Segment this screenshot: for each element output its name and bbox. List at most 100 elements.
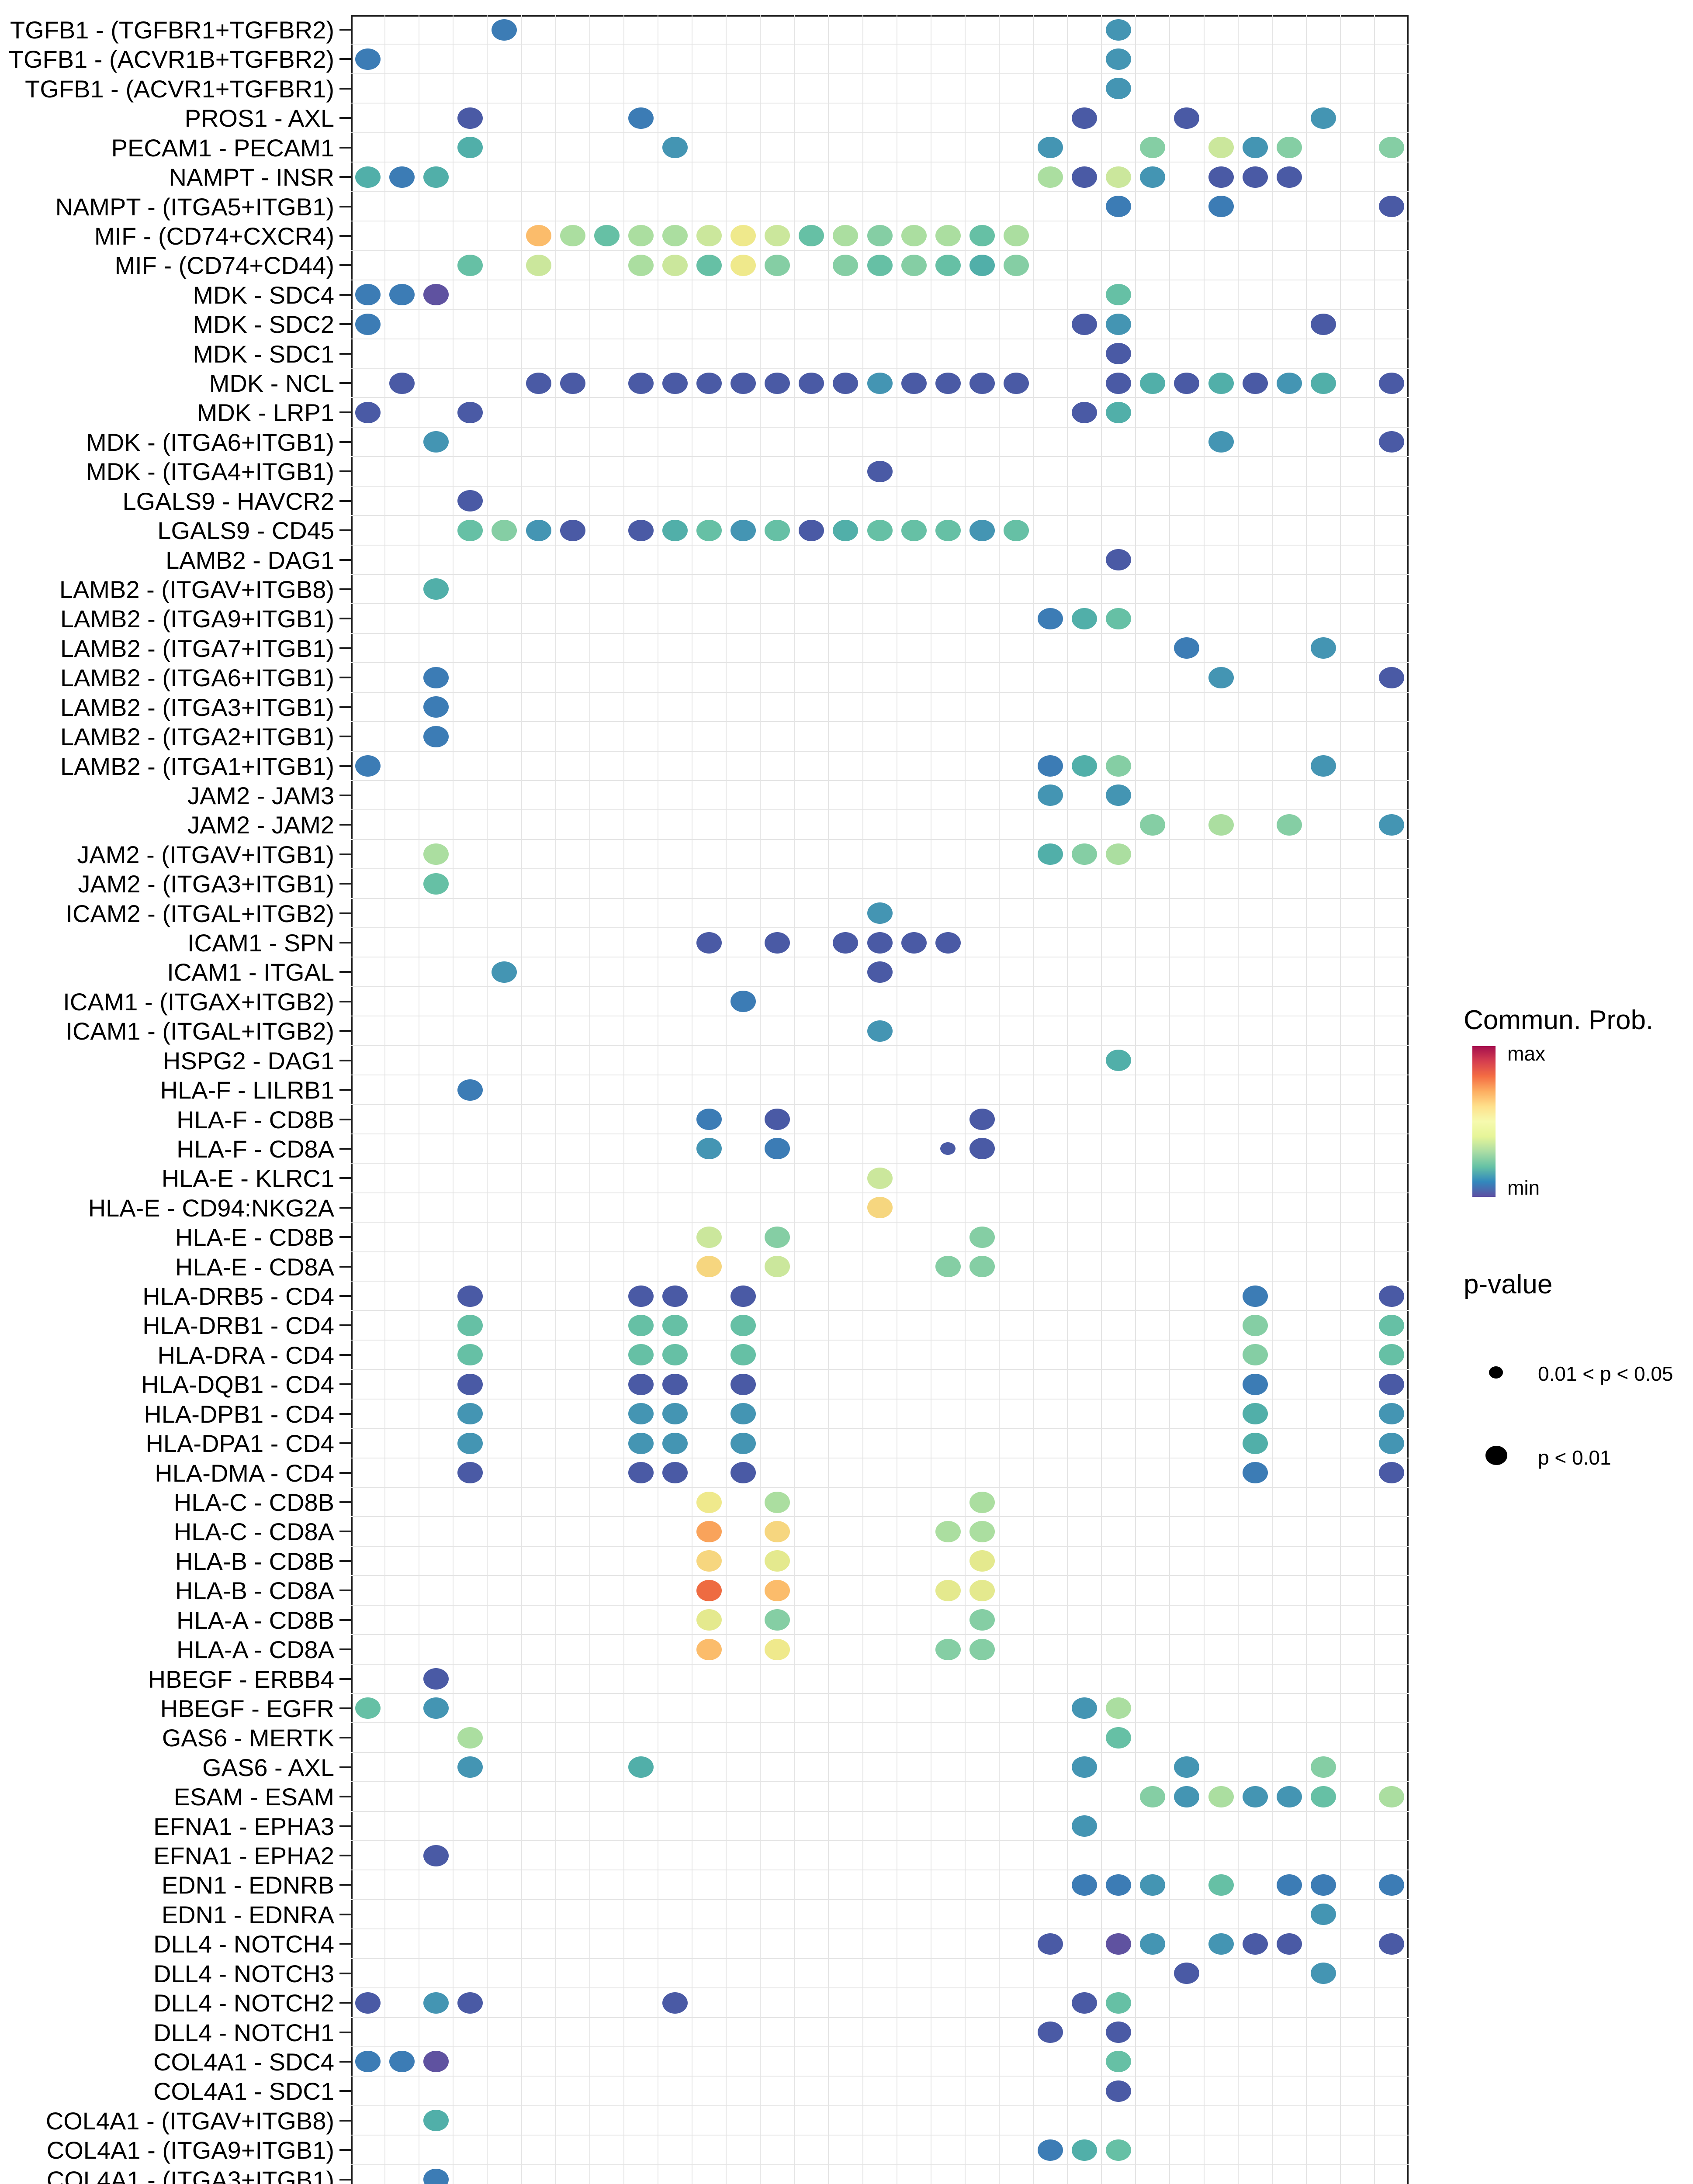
dot [594, 225, 620, 247]
dot [628, 519, 654, 541]
dot [457, 1079, 483, 1101]
grid-line-vertical [1203, 15, 1205, 2184]
legend-pvalue-large-dot [1485, 1446, 1507, 1465]
dot [1208, 137, 1234, 159]
dot [628, 1462, 654, 1484]
dot [457, 1756, 483, 1778]
dot [1379, 1314, 1404, 1336]
dot [696, 254, 722, 276]
dot [1242, 1285, 1268, 1307]
y-axis-label: DLL4 - NOTCH4 [153, 1930, 334, 1958]
dot [1106, 784, 1132, 806]
dot [389, 2051, 415, 2073]
dot [1174, 1756, 1200, 1778]
dot [1310, 637, 1336, 659]
y-axis-tick [339, 58, 351, 60]
dot [662, 1403, 688, 1425]
dot [1242, 166, 1268, 188]
dot [765, 254, 790, 276]
dot [731, 519, 756, 541]
dot [1106, 1727, 1132, 1749]
y-axis-label: HLA-E - CD94:NKG2A [88, 1194, 334, 1222]
dot [935, 932, 961, 954]
dot [1072, 2139, 1098, 2161]
y-axis-label: DLL4 - NOTCH3 [153, 1959, 334, 1987]
dot [423, 1668, 449, 1690]
dot [423, 1697, 449, 1719]
dot [560, 372, 585, 394]
dot [867, 519, 893, 541]
grid-line-horizontal [351, 691, 1409, 693]
dot [1106, 549, 1132, 571]
y-axis-label: HBEGF - ERBB4 [148, 1665, 334, 1693]
grid-line-vertical [384, 15, 386, 2184]
y-axis-label: ICAM1 - (ITGAL+ITGB2) [66, 1017, 334, 1045]
y-axis-label: MDK - SDC1 [193, 340, 334, 368]
dot [628, 1756, 654, 1778]
dot [662, 1992, 688, 2014]
dot [526, 225, 551, 247]
y-axis-tick [339, 1619, 351, 1621]
dot [423, 726, 449, 747]
dot [901, 372, 927, 394]
plot-panel [351, 15, 1409, 2184]
dot [1174, 637, 1200, 659]
dot [1072, 1874, 1098, 1896]
dot [457, 519, 483, 541]
y-axis-tick [339, 529, 351, 532]
dot [1310, 107, 1336, 129]
dot [969, 1550, 995, 1572]
y-axis-label: MDK - SDC2 [193, 311, 334, 339]
dot [731, 1285, 756, 1307]
dot [628, 254, 654, 276]
dot [1072, 1815, 1098, 1837]
legend-title-pvalue: p-value [1464, 1269, 1553, 1299]
grid-line-horizontal [351, 603, 1409, 605]
y-axis-tick [339, 2149, 351, 2151]
y-axis-tick [339, 2002, 351, 2004]
dot [628, 1285, 654, 1307]
dot [765, 1521, 790, 1542]
dot [1106, 48, 1132, 70]
dot [355, 1992, 381, 2014]
dot [1276, 372, 1302, 394]
grid-line-vertical [555, 15, 556, 2184]
dot [969, 1579, 995, 1601]
grid-line-horizontal [351, 2017, 1409, 2018]
y-axis-tick [339, 1118, 351, 1120]
dot [731, 1462, 756, 1484]
legend-pvalue-small-dot [1489, 1366, 1503, 1379]
dot [1072, 107, 1098, 129]
y-axis-tick [339, 2090, 351, 2092]
dot [628, 107, 654, 129]
dot [935, 519, 961, 541]
y-axis-tick [339, 971, 351, 973]
dot [765, 1550, 790, 1572]
dot [423, 284, 449, 306]
y-axis-tick [339, 1913, 351, 1915]
y-axis-tick [339, 1707, 351, 1709]
y-axis-tick [339, 176, 351, 178]
dot [1242, 1314, 1268, 1336]
y-axis-label: HLA-B - CD8A [175, 1577, 334, 1605]
y-axis-label: HLA-DRB1 - CD4 [142, 1312, 334, 1340]
dot [423, 166, 449, 188]
dot [457, 490, 483, 512]
y-axis-label: ICAM1 - SPN [187, 929, 334, 957]
grid-line-horizontal [351, 1928, 1409, 1930]
dot [1003, 519, 1029, 541]
dot [1038, 2022, 1063, 2043]
dot [867, 1020, 893, 1042]
dot [765, 1579, 790, 1601]
y-axis-tick [339, 1531, 351, 1533]
dot [1174, 107, 1200, 129]
y-axis-label: MIF - (CD74+CXCR4) [94, 222, 334, 250]
dot [1379, 814, 1404, 836]
y-axis-tick [339, 1059, 351, 1061]
grid-line-vertical [1237, 15, 1239, 2184]
dot [1003, 372, 1029, 394]
dot [355, 401, 381, 423]
dot [1276, 137, 1302, 159]
dot [492, 519, 517, 541]
y-axis-tick [339, 706, 351, 708]
